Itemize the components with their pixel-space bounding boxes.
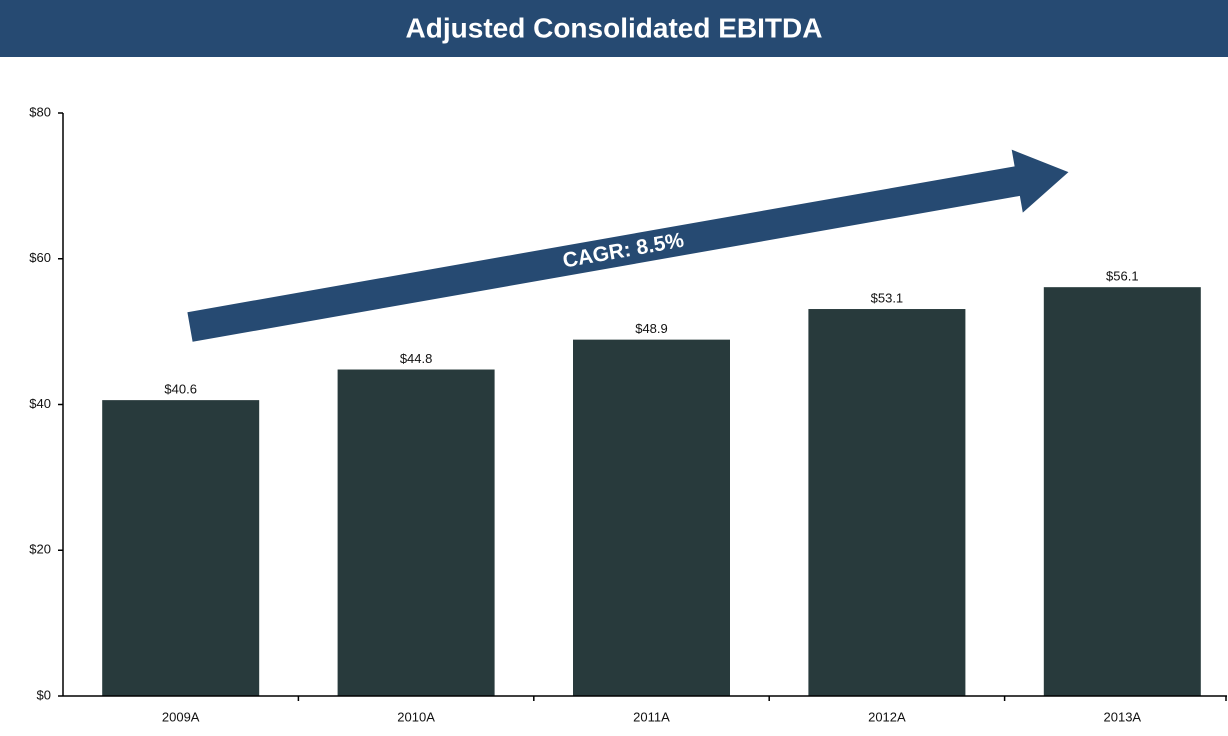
y-tick-label: $0 xyxy=(37,687,51,702)
bar xyxy=(808,309,966,696)
value-label: $40.6 xyxy=(164,382,197,397)
y-tick-label: $80 xyxy=(29,104,51,119)
value-label: $53.1 xyxy=(871,290,904,305)
bar xyxy=(573,339,730,696)
y-tick-label: $60 xyxy=(29,250,51,265)
cagr-label: CAGR: 8.5% xyxy=(561,229,686,273)
arrow-shape xyxy=(187,149,1069,342)
x-tick-label: 2011A xyxy=(633,709,670,724)
bar xyxy=(1043,287,1201,696)
title-banner xyxy=(0,0,1228,57)
y-tick-label: $20 xyxy=(29,542,51,557)
value-label: $56.1 xyxy=(1106,269,1139,284)
x-tick-label: 2013A xyxy=(1104,709,1142,724)
value-label: $44.8 xyxy=(400,351,433,366)
value-label: $48.9 xyxy=(635,321,668,336)
chart-title: Adjusted Consolidated EBITDA xyxy=(406,12,823,43)
x-tick-label: 2009A xyxy=(162,709,200,724)
bar xyxy=(337,369,495,696)
bar xyxy=(102,400,260,696)
y-tick-label: $40 xyxy=(29,396,51,411)
x-tick-label: 2010A xyxy=(397,709,435,724)
x-tick-label: 2012A xyxy=(868,709,906,724)
